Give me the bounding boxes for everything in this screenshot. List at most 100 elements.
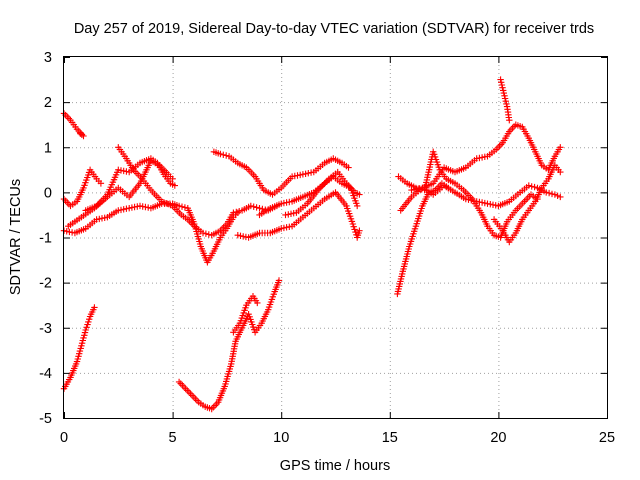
data-point xyxy=(285,211,292,218)
x-tick-label: 20 xyxy=(490,430,506,446)
data-point xyxy=(175,202,183,210)
data-point xyxy=(74,355,81,363)
series-trace-a xyxy=(60,110,87,140)
data-point xyxy=(545,189,553,197)
data-point xyxy=(126,205,133,212)
data-point xyxy=(478,199,486,206)
data-point xyxy=(63,228,70,235)
data-point xyxy=(302,170,309,177)
series-trace-r xyxy=(408,182,564,210)
data-point xyxy=(528,183,535,190)
data-point xyxy=(413,185,421,193)
data-point xyxy=(120,167,127,175)
data-point xyxy=(142,203,149,211)
series-trace-b xyxy=(60,304,98,392)
y-tick-label: -2 xyxy=(39,276,52,292)
data-point xyxy=(548,190,556,198)
data-point xyxy=(254,299,261,307)
data-point xyxy=(473,198,480,205)
data-point xyxy=(498,81,506,89)
series-trace-f xyxy=(115,144,281,239)
data-point xyxy=(115,166,122,173)
data-point xyxy=(557,168,564,176)
data-point xyxy=(411,186,418,193)
data-point xyxy=(497,76,504,83)
data-point xyxy=(84,321,91,328)
x-tick-label: 15 xyxy=(382,430,398,446)
data-point xyxy=(557,193,564,201)
series-trace-p xyxy=(397,121,564,214)
data-point xyxy=(247,202,254,210)
data-point xyxy=(356,227,363,234)
data-point xyxy=(237,232,244,239)
y-tick-label: 2 xyxy=(44,95,52,111)
data-point xyxy=(136,202,144,210)
data-point xyxy=(236,208,243,215)
data-point xyxy=(76,347,84,355)
y-tick-label: -5 xyxy=(39,411,52,427)
data-point xyxy=(169,175,176,182)
data-point xyxy=(470,197,478,204)
data-point xyxy=(500,87,507,94)
y-tick-label: -1 xyxy=(39,231,52,247)
plot-frame xyxy=(63,56,608,419)
data-point xyxy=(83,324,90,331)
data-point xyxy=(181,204,189,211)
series-trace-i xyxy=(230,293,261,336)
data-point xyxy=(280,224,288,232)
data-point xyxy=(487,201,494,208)
data-point xyxy=(278,200,285,207)
data-point xyxy=(96,215,103,223)
data-point xyxy=(502,98,509,105)
data-point xyxy=(297,171,304,179)
y-axis-label: SDTVAR / TECUs xyxy=(8,179,24,295)
series-trace-k xyxy=(234,189,363,241)
data-point xyxy=(101,214,108,221)
data-point xyxy=(134,203,141,210)
axis-ticks: 0 5 10 15 20 25 -5 -4 -3 -2 -1 0 1 2 3 xyxy=(39,50,615,446)
series-trace-m xyxy=(282,168,363,219)
x-tick-label: 10 xyxy=(273,430,289,446)
data-point xyxy=(123,168,130,175)
data-point xyxy=(234,232,241,239)
data-point xyxy=(259,205,266,213)
data-point xyxy=(294,172,301,179)
data-point xyxy=(220,151,227,158)
data-point xyxy=(171,182,178,189)
data-point xyxy=(256,205,263,212)
data-point xyxy=(462,195,469,203)
data-point xyxy=(275,277,283,284)
y-tick-label: 3 xyxy=(44,50,52,66)
data-point xyxy=(250,203,257,210)
grid xyxy=(64,57,607,418)
data-point xyxy=(498,79,505,86)
y-tick-label: 0 xyxy=(44,185,52,201)
y-tick-label: -4 xyxy=(39,366,52,382)
data-points xyxy=(60,76,564,413)
data-point xyxy=(543,189,550,196)
data-point xyxy=(286,198,293,206)
data-point xyxy=(217,150,224,158)
x-tick-label: 0 xyxy=(60,430,68,446)
data-point xyxy=(223,152,230,159)
data-point xyxy=(481,199,488,207)
data-point xyxy=(78,340,86,347)
series-trace-c xyxy=(60,166,105,210)
data-point xyxy=(77,130,84,137)
data-point xyxy=(278,225,285,232)
data-point xyxy=(286,223,293,230)
data-point xyxy=(199,229,207,237)
data-point xyxy=(501,95,509,102)
data-point xyxy=(350,223,357,230)
data-point xyxy=(476,154,483,162)
data-point xyxy=(117,206,125,214)
data-point xyxy=(501,92,508,99)
chart-title: Day 257 of 2019, Sidereal Day-to-day VTE… xyxy=(74,21,594,37)
data-point xyxy=(230,209,237,216)
series-trace-s xyxy=(490,162,564,246)
x-tick-label: 25 xyxy=(599,430,615,446)
data-point xyxy=(82,326,89,334)
data-point xyxy=(349,220,357,228)
data-point xyxy=(253,204,260,211)
